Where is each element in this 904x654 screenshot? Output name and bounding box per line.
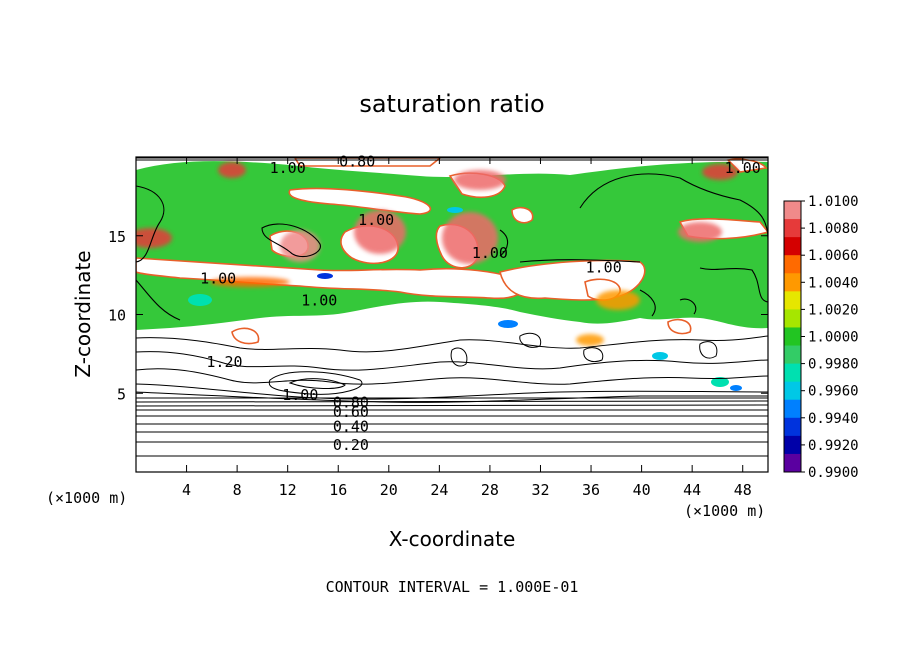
contour-label: 0.40	[333, 417, 369, 435]
x-tick-label: 36	[582, 481, 600, 499]
colorbar-tick-label: 1.0100	[808, 194, 859, 210]
x-unit-right: (×1000 m)	[684, 502, 765, 520]
colorbar-segment	[784, 255, 801, 274]
contour-label: 1.00	[282, 386, 318, 404]
colorbar-segment	[784, 237, 801, 256]
x-tick-label: 20	[380, 481, 398, 499]
contour-label: 1.00	[200, 269, 236, 287]
contour-label: 1.00	[725, 159, 761, 177]
contour-label: 1.00	[472, 244, 508, 262]
plot-area	[136, 157, 768, 472]
colorbar-segment	[784, 201, 801, 220]
colorbar-segment	[784, 273, 801, 292]
contour-interval-footer: CONTOUR INTERVAL = 1.000E-01	[326, 578, 579, 596]
colorbar-tick-label: 1.0060	[808, 248, 859, 264]
x-tick-label: 40	[633, 481, 651, 499]
x-tick-label: 32	[531, 481, 549, 499]
colorbar-segment	[784, 309, 801, 328]
colorbar-tick-label: 1.0020	[808, 302, 859, 318]
colorbar-segment	[784, 363, 801, 383]
contour-label: 1.00	[586, 258, 622, 276]
colorbar-tick-label: 0.9980	[808, 357, 859, 373]
colorbar: 1.0100 1.0080 1.0060 1.0040 1.0020 1.0000 0.99…	[783, 194, 859, 481]
colorbar-tick-label: 0.9960	[808, 384, 859, 400]
x-tick-label: 8	[233, 481, 242, 499]
y-tick-label: 15	[108, 228, 126, 246]
contour-label: 1.00	[270, 159, 306, 177]
colorbar-tick-label: 0.9920	[808, 438, 859, 454]
colorbar-segment	[784, 219, 801, 238]
contour-label: 0.80	[339, 153, 375, 171]
colorbar-tick-label: 1.0000	[808, 330, 859, 346]
colorbar-tick-label: 1.0080	[808, 221, 859, 237]
y-tick-label: 5	[117, 385, 126, 403]
colorbar-segment	[784, 291, 801, 310]
x-tick-label: 12	[279, 481, 297, 499]
contour-label: 1.20	[206, 353, 242, 371]
contours-upper	[136, 157, 768, 321]
y-axis-title: Z-coordinate	[71, 250, 95, 377]
contours-lower	[136, 332, 768, 457]
contour-label: 0.60	[333, 403, 369, 421]
contour-label: 1.00	[301, 291, 337, 309]
colorbar-segment	[784, 453, 801, 473]
colorbar-segment	[784, 327, 801, 347]
x-tick-label: 4	[182, 481, 191, 499]
contour-label: 0.80	[333, 394, 369, 412]
blue-spots	[188, 207, 742, 391]
x-tick-label: 28	[481, 481, 499, 499]
colorbar-segment	[784, 417, 801, 437]
x-tick-label: 16	[329, 481, 347, 499]
x-axis-title: X-coordinate	[389, 527, 516, 551]
chart-title: saturation ratio	[359, 90, 544, 118]
contour-label: 0.20	[333, 436, 369, 454]
x-unit-left: (×1000 m)	[46, 489, 127, 507]
colorbar-tick-label: 0.9940	[808, 411, 859, 427]
colorbar-tick-label: 1.0040	[808, 275, 859, 291]
contour-labels: 1.00 0.80 1.00 1.00 1.00 1.00 1.00 1.00 1.20 1.00…	[200, 153, 761, 455]
red-patches	[136, 162, 738, 346]
y-axis: 5 10 15	[108, 228, 768, 403]
colorbar-segment	[784, 435, 801, 455]
colorbar-segment	[784, 381, 801, 401]
x-axis: 4 8 12 16 20 24 28 32 36 40 44 48	[182, 157, 752, 499]
colorbar-segment	[784, 399, 801, 419]
colorbar-segment	[784, 345, 801, 365]
x-tick-label: 48	[734, 481, 752, 499]
x-tick-label: 44	[683, 481, 701, 499]
contour-label: 1.00	[358, 211, 394, 229]
x-tick-label: 24	[430, 481, 448, 499]
colorbar-tick-label: 0.9900	[808, 465, 859, 481]
y-tick-label: 10	[108, 307, 126, 325]
